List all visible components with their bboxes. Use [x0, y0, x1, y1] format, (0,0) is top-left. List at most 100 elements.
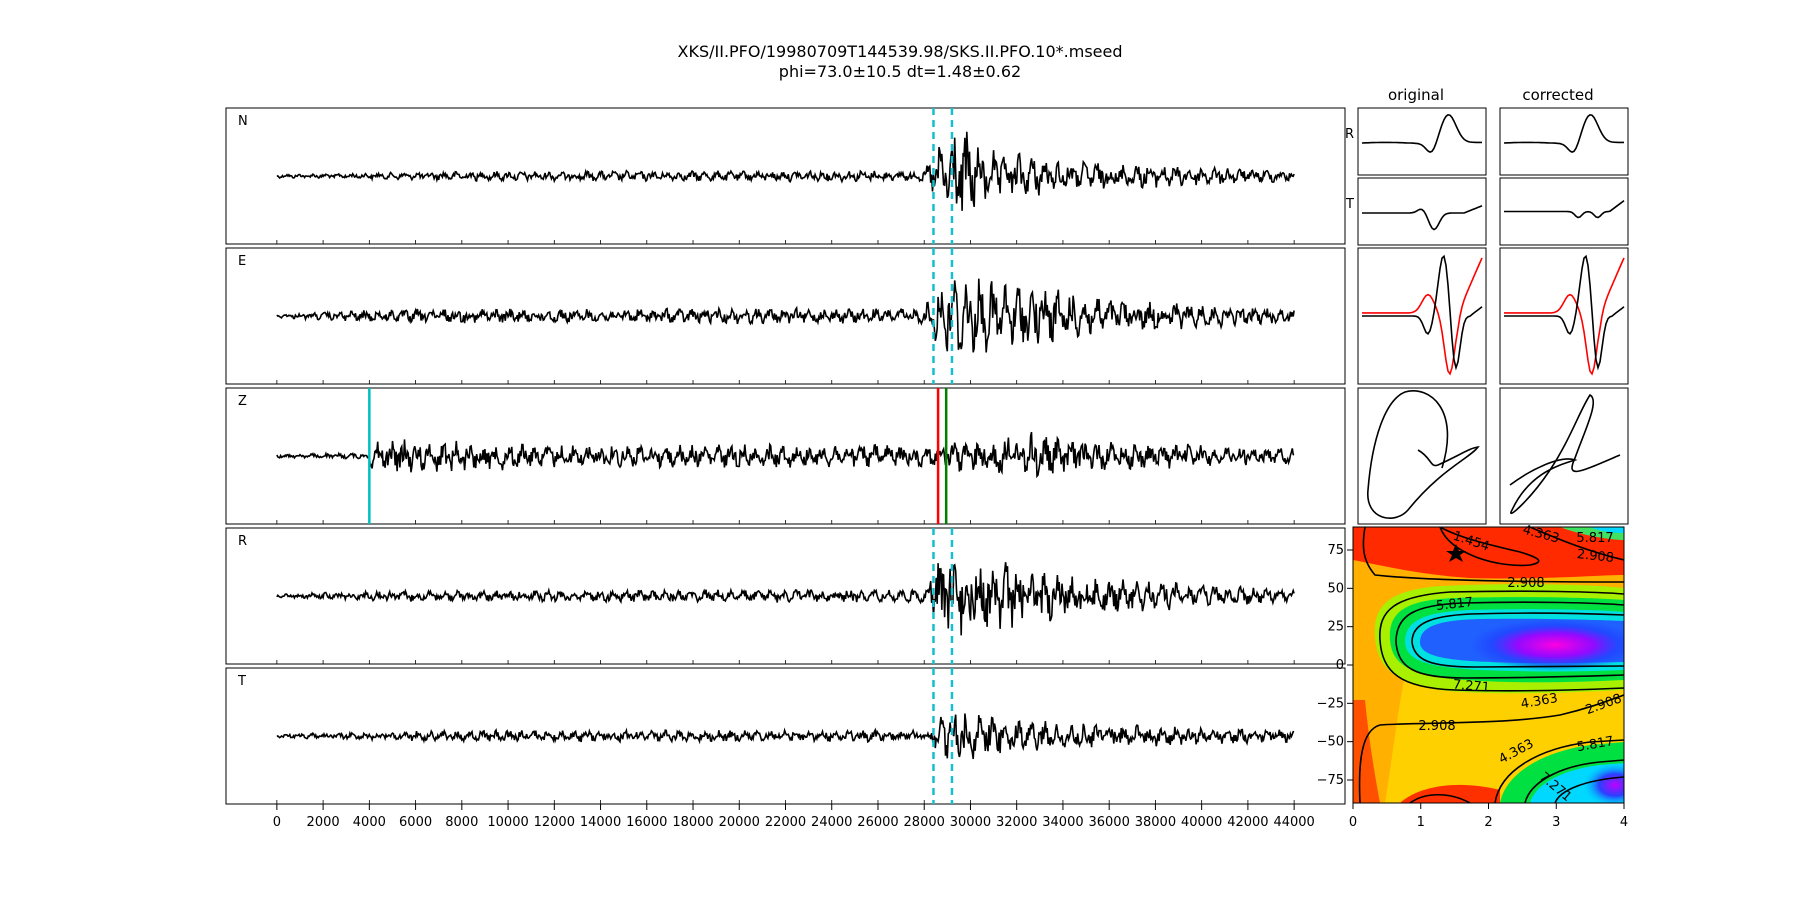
x-tick-label: 30000 — [950, 815, 991, 830]
r-trace — [1503, 113, 1624, 153]
particle-motion — [1367, 390, 1480, 519]
es-y-tick-label: 0 — [1336, 658, 1344, 673]
channel-label: N — [238, 114, 248, 129]
x-tick-label: 26000 — [857, 815, 898, 830]
es-contour-4363-bottom — [1494, 739, 1624, 803]
error-surface-panel: 1.454 4.363 5.8172.9082.9085.8177.2714.363… — [1317, 523, 1629, 830]
x-tick-label: 12000 — [534, 815, 575, 830]
es-contour-4363-lower — [1379, 639, 1624, 692]
x-tick-label: 0 — [273, 815, 281, 830]
es-contour-label: 5.817 — [1576, 734, 1615, 755]
es-contour-7271-upper — [1411, 612, 1624, 643]
col-title-corrected: corrected — [1522, 86, 1593, 104]
trace-n — [276, 131, 1295, 211]
small-panel-1 — [1357, 107, 1487, 176]
trace-r — [276, 562, 1295, 636]
x-tick-label: 34000 — [1042, 815, 1083, 830]
es-contour-2908-top — [1362, 527, 1624, 583]
es-contour-label: 2.908 — [1418, 719, 1455, 734]
waveform-panels: N E Z R T — [225, 107, 1346, 805]
x-tick-label: 42000 — [1227, 815, 1268, 830]
es-contour-5817-bottom — [1524, 759, 1624, 803]
x-tick-label: 32000 — [996, 815, 1037, 830]
x-tick-label: 18000 — [672, 815, 713, 830]
panel-z: Z — [225, 387, 1346, 525]
small-panel-1 — [1499, 107, 1629, 176]
x-tick-label: 20000 — [719, 815, 760, 830]
channel-label: R — [238, 534, 247, 549]
x-tick-label: 38000 — [1135, 815, 1176, 830]
channel-label: E — [238, 254, 246, 269]
trace-black — [1362, 254, 1483, 371]
es-contour-5817-lower — [1395, 641, 1624, 679]
es-y-tick-label: −75 — [1317, 773, 1344, 788]
es-x-tick-label: 4 — [1620, 815, 1628, 830]
x-tick-label: 16000 — [626, 815, 667, 830]
trace-red — [1362, 257, 1483, 376]
es-contour-2908-right — [1529, 527, 1624, 561]
trace-t — [276, 713, 1295, 760]
x-tick-label: 40000 — [1181, 815, 1222, 830]
panel-e: E — [225, 247, 1346, 385]
es-y-tick-label: −50 — [1317, 735, 1344, 750]
x-tick-label: 4000 — [353, 815, 386, 830]
channel-label: T — [237, 674, 246, 689]
row-label-r: R — [1345, 127, 1354, 142]
es-x-tick-label: 1 — [1417, 815, 1425, 830]
panel-r: R — [225, 527, 1346, 665]
x-tick-label: 22000 — [765, 815, 806, 830]
best-fit-star — [1446, 544, 1466, 562]
t-trace — [1504, 199, 1625, 219]
es-x-tick-label: 0 — [1349, 815, 1357, 830]
es-contour-bottom-small — [1409, 794, 1471, 803]
es-red-bottom — [1400, 784, 1500, 803]
x-tick-label: 28000 — [904, 815, 945, 830]
small-panel-2 — [1357, 177, 1487, 246]
x-tick-label: 6000 — [399, 815, 432, 830]
es-contour-label: 5.817 — [1435, 595, 1474, 614]
es-y-tick-label: 50 — [1327, 581, 1344, 596]
particle-motion — [1509, 393, 1621, 515]
trace-e — [276, 278, 1295, 353]
x-tick-label: 44000 — [1273, 815, 1314, 830]
es-contour-label: 2.908 — [1507, 576, 1544, 591]
es-red-top — [1353, 527, 1624, 579]
es-x-tick-label: 3 — [1552, 815, 1560, 830]
es-contour-label: 5.817 — [1576, 531, 1613, 546]
col-title-original: original — [1388, 86, 1444, 104]
trace-black — [1504, 254, 1625, 371]
es-y-tick-label: 75 — [1327, 543, 1344, 558]
channel-label: Z — [238, 394, 247, 409]
es-contour-5817-upper — [1395, 601, 1624, 643]
corrected-column — [1499, 107, 1629, 525]
panel-t: T — [225, 667, 1346, 805]
es-contour-2908-bottom — [1358, 694, 1624, 803]
es-cyan-top — [1590, 527, 1624, 533]
es-contour-4363-upper — [1379, 590, 1624, 641]
es-contour-label: 4.363 — [1520, 691, 1559, 712]
original-column — [1357, 107, 1487, 525]
es-axes: 0 1 2 3 4 75 50 25 0 −25 −50 −75 — [1317, 543, 1629, 830]
es-contour-label: 2.908 — [1576, 547, 1615, 566]
panel-n: N — [225, 107, 1346, 245]
es-x-tick-label: 2 — [1484, 815, 1492, 830]
small-panel-4 — [1357, 387, 1487, 525]
es-y-tick-label: −25 — [1317, 696, 1344, 711]
row-label-t: T — [1345, 197, 1354, 212]
es-contour-1454 — [1439, 527, 1540, 567]
es-blue-corner — [1583, 763, 1624, 803]
es-contour-label: 7.271 — [1452, 677, 1490, 695]
x-tick-label: 2000 — [307, 815, 340, 830]
waveform-x-axis: 0 2000 4000 6000 8000 10000 12000 14000 16000 180… — [273, 804, 1315, 830]
figure-title: XKS/II.PFO/19980709T144539.98/SKS.II.PFO… — [677, 42, 1123, 61]
x-tick-label: 10000 — [487, 815, 528, 830]
x-tick-label: 8000 — [445, 815, 478, 830]
x-tick-label: 24000 — [811, 815, 852, 830]
splitting-panels: RT — [1345, 107, 1629, 525]
x-tick-label: 14000 — [580, 815, 621, 830]
r-trace — [1361, 113, 1482, 153]
trace-z — [276, 431, 1295, 479]
es-contour-7271-lower — [1411, 641, 1624, 668]
es-contour-7271-bottom — [1554, 776, 1624, 803]
